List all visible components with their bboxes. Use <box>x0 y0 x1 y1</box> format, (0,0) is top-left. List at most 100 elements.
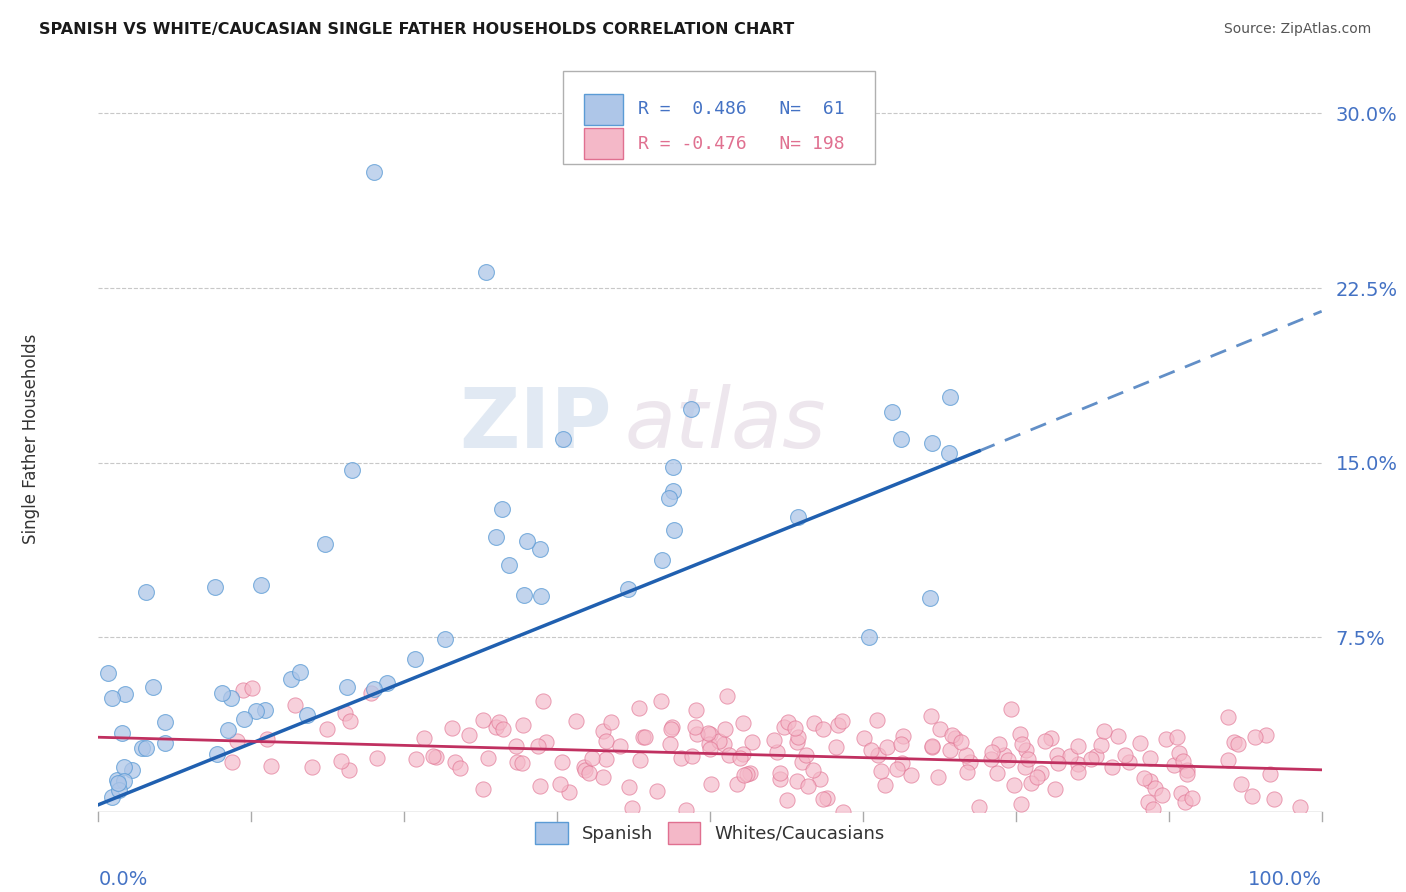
Point <box>651 553 673 567</box>
Point <box>232 712 254 726</box>
Point <box>1101 760 1123 774</box>
Point <box>245 704 267 718</box>
Text: SPANISH VS WHITE/CAUCASIAN SINGLE FATHER HOUSEHOLDS CORRELATION CHART: SPANISH VS WHITE/CAUCASIAN SINGLE FATHER… <box>39 22 794 37</box>
Point <box>831 714 853 728</box>
Point <box>211 685 233 699</box>
Point <box>685 703 707 717</box>
Point <box>790 755 813 769</box>
Point <box>658 737 681 751</box>
Point <box>1258 767 1281 781</box>
Point <box>1289 800 1312 814</box>
Point <box>340 463 363 477</box>
Point <box>1010 797 1032 812</box>
Point <box>669 751 692 765</box>
Point <box>534 735 557 749</box>
Point <box>121 764 143 778</box>
Point <box>599 715 621 730</box>
Point <box>1132 772 1154 786</box>
Point <box>153 736 176 750</box>
Point <box>929 723 952 737</box>
Point <box>422 749 444 764</box>
Point <box>295 707 318 722</box>
Point <box>475 265 498 279</box>
Point <box>811 792 834 806</box>
Point <box>714 722 737 736</box>
Point <box>733 768 755 782</box>
Point <box>449 761 471 775</box>
Point <box>949 735 972 749</box>
Point <box>550 755 572 769</box>
Point <box>472 713 495 727</box>
Point <box>492 722 515 736</box>
Point <box>284 698 307 712</box>
Text: R =  0.486   N=  61: R = 0.486 N= 61 <box>638 101 845 119</box>
Point <box>738 766 761 780</box>
Point <box>815 791 838 805</box>
Point <box>1025 770 1047 784</box>
Point <box>955 748 977 763</box>
Point <box>725 777 748 791</box>
Point <box>107 776 129 790</box>
Point <box>316 722 339 736</box>
Point <box>260 759 283 773</box>
Point <box>938 446 960 460</box>
Point <box>1059 749 1081 764</box>
Point <box>731 747 754 761</box>
Bar <box>583 128 623 160</box>
Point <box>592 770 614 784</box>
Point <box>111 726 134 740</box>
Point <box>516 534 538 549</box>
Point <box>661 720 683 734</box>
Point <box>1163 757 1185 772</box>
Point <box>249 578 271 592</box>
Point <box>876 739 898 754</box>
Point <box>1114 747 1136 762</box>
Point <box>329 754 352 768</box>
Point <box>581 750 603 764</box>
Point <box>232 683 254 698</box>
Point <box>786 510 808 524</box>
Point <box>505 739 527 753</box>
Point <box>471 781 494 796</box>
Point <box>1142 802 1164 816</box>
Point <box>627 700 650 714</box>
Point <box>866 713 889 727</box>
Point <box>219 691 242 706</box>
Point <box>728 751 751 765</box>
Point <box>440 721 463 735</box>
Point <box>853 731 876 745</box>
Point <box>766 745 789 759</box>
Point <box>565 714 588 728</box>
Point <box>142 680 165 694</box>
Point <box>769 772 792 787</box>
Point <box>1168 747 1191 761</box>
Text: 100.0%: 100.0% <box>1247 870 1322 889</box>
Point <box>1085 749 1108 764</box>
Point <box>628 753 651 767</box>
Point <box>681 748 703 763</box>
Point <box>959 755 981 769</box>
Point <box>477 751 499 765</box>
Point <box>786 734 808 748</box>
Point <box>314 537 336 551</box>
Text: Single Father Households: Single Father Households <box>22 334 41 544</box>
Point <box>1175 763 1198 777</box>
Point <box>434 632 457 646</box>
Point <box>288 665 311 679</box>
Point <box>337 763 360 777</box>
Point <box>595 733 617 747</box>
Point <box>217 723 239 737</box>
Point <box>956 764 979 779</box>
Point <box>825 740 848 755</box>
Point <box>404 651 426 665</box>
Point <box>832 805 855 819</box>
Point <box>1223 734 1246 748</box>
Point <box>301 760 323 774</box>
Point <box>997 753 1019 767</box>
Point <box>97 666 120 681</box>
Point <box>769 766 792 780</box>
Point <box>1010 727 1032 741</box>
Point <box>153 714 176 729</box>
Point <box>1174 795 1197 809</box>
Point <box>662 460 685 475</box>
